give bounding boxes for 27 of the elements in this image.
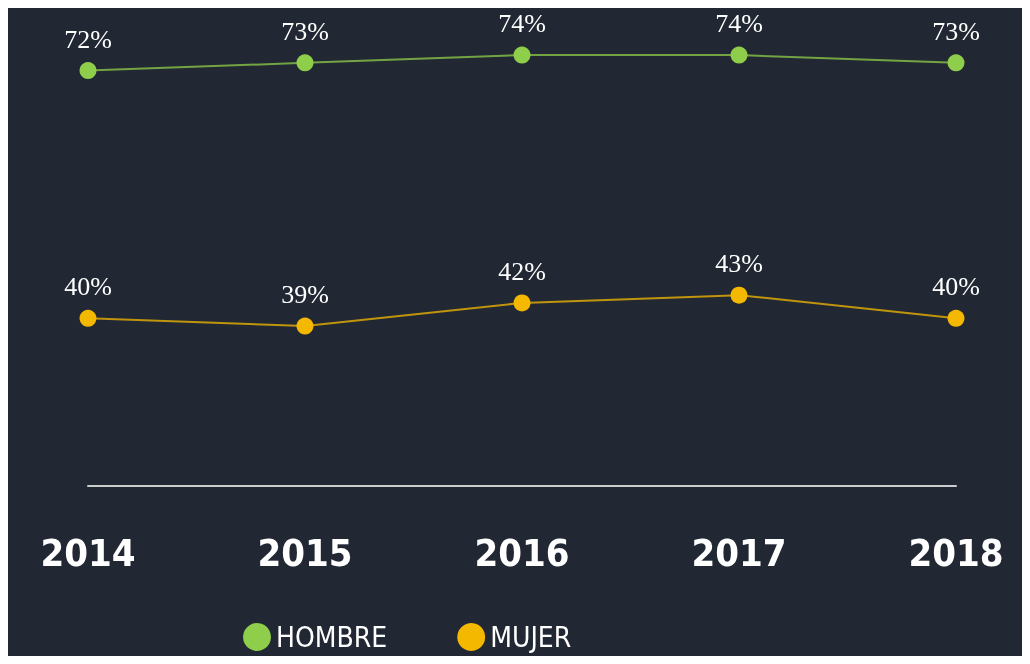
x-tick-label: 2014: [40, 531, 136, 575]
data-label: 43%: [715, 249, 763, 279]
point: [296, 54, 314, 72]
point: [947, 54, 965, 72]
legend-label: HOMBRE: [276, 620, 388, 654]
point: [79, 309, 97, 327]
data-label: 74%: [715, 9, 763, 39]
point: [947, 309, 965, 327]
point: [296, 317, 314, 335]
data-label: 39%: [281, 280, 329, 310]
point: [513, 46, 531, 64]
x-tick-label: 2017: [691, 531, 787, 575]
point: [730, 286, 748, 304]
x-tick-label: 2015: [257, 531, 353, 575]
x-tick-label: 2018: [908, 531, 1004, 575]
data-label: 40%: [64, 272, 112, 302]
data-label: 40%: [932, 272, 980, 302]
point: [79, 62, 97, 80]
data-label: 74%: [498, 9, 546, 39]
data-label: 73%: [932, 16, 980, 46]
data-label: 42%: [498, 256, 546, 286]
point: [730, 46, 748, 64]
legend-label: MUJER: [490, 620, 572, 654]
data-label: 73%: [281, 16, 329, 46]
point: [513, 294, 531, 312]
x-tick-label: 2016: [474, 531, 570, 575]
data-label: 72%: [64, 24, 112, 54]
